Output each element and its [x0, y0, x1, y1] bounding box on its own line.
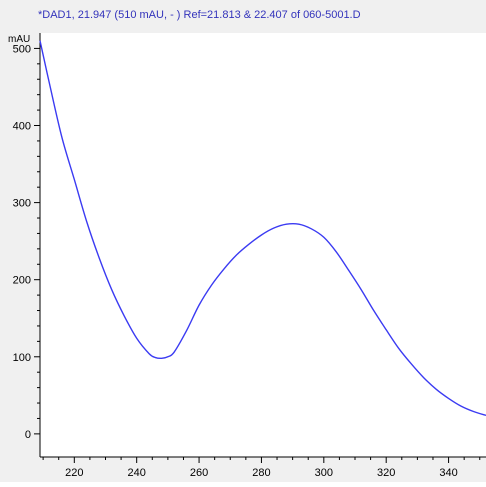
y-tick-label: 0 [25, 429, 31, 441]
x-tick-label: 340 [439, 467, 457, 479]
x-tick-label: 220 [65, 467, 83, 479]
x-axis-ticks: 220 240 260 280 300 320 340 [42, 457, 481, 479]
x-tick-label: 280 [252, 467, 270, 479]
chart-title: *DAD1, 21.947 (510 mAU, - ) Ref=21.813 &… [38, 9, 361, 21]
y-tick-label: 400 [13, 121, 31, 133]
y-axis-ticks: 0 100 200 300 400 500 [13, 43, 40, 441]
y-tick-label: 500 [13, 43, 31, 55]
x-tick-label: 300 [315, 467, 333, 479]
x-tick-label: 320 [377, 467, 395, 479]
x-tick-label: 260 [190, 467, 208, 479]
spectrum-line [39, 40, 486, 417]
plot-area [40, 33, 486, 457]
y-tick-label: 100 [13, 352, 31, 364]
x-tick-label: 240 [128, 467, 146, 479]
y-tick-label: 200 [13, 275, 31, 287]
y-tick-label: 300 [13, 198, 31, 210]
y-axis-unit-label: mAU [8, 34, 30, 45]
